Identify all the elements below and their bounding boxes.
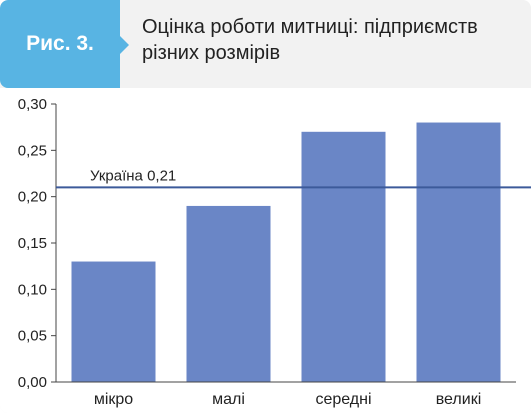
y-tick-label: 0,10 <box>18 281 47 298</box>
y-tick-label: 0,15 <box>18 235 47 252</box>
bar <box>71 261 156 382</box>
figure-header: Рис. 3. Оцінка роботи митниці: підприємс… <box>0 0 531 88</box>
y-tick-label: 0,30 <box>18 96 47 113</box>
bar-chart: 0,00 0,05 0,10 0,15 0,20 0,25 0,30 мікро малі се… <box>18 96 531 408</box>
y-tick-label: 0,05 <box>18 328 47 345</box>
figure-label: Рис. 3. <box>0 0 120 88</box>
y-tick-label: 0,20 <box>18 189 47 206</box>
bar <box>186 205 271 382</box>
chart-area: 0,00 0,05 0,10 0,15 0,20 0,25 0,30 мікро малі се… <box>0 88 531 413</box>
y-tick-label: 0,00 <box>18 374 47 391</box>
reference-line-label: Україна 0,21 <box>90 167 176 184</box>
y-axis-ticks: 0,00 0,05 0,10 0,15 0,20 0,25 0,30 <box>18 96 56 391</box>
x-category-label: малі <box>212 391 245 408</box>
x-category-label: середні <box>315 391 371 408</box>
bar <box>301 131 386 382</box>
figure-title: Оцінка роботи митниці: підприємств різни… <box>142 16 478 64</box>
x-category-label: мікро <box>94 391 133 408</box>
x-category-label: великі <box>436 391 482 408</box>
x-axis-labels: мікро малі середні великі <box>94 391 481 408</box>
y-tick-label: 0,25 <box>18 142 47 159</box>
bars <box>71 122 501 383</box>
figure-label-notch <box>120 36 129 54</box>
bar <box>416 122 501 383</box>
